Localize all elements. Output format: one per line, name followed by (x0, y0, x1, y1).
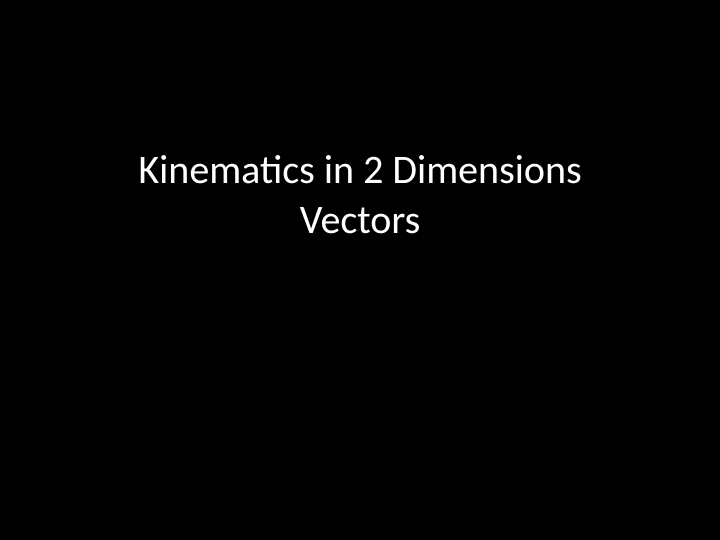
title-line-1: Kinematics in 2 Dimensions (138, 145, 581, 195)
slide-container: Kinematics in 2 Dimensions Vectors (0, 0, 720, 540)
title-line-2: Vectors (300, 195, 421, 245)
